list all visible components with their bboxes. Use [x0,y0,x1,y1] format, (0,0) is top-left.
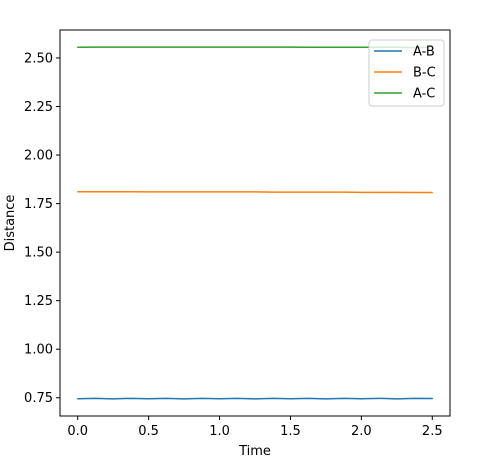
x-tick-label: 0.0 [67,424,88,439]
legend-label-a-c: A-C [413,87,435,102]
y-tick-label: 0.75 [24,391,53,406]
y-axis: 0.75 1.00 1.25 1.50 1.75 2.00 2.25 2.50 [24,51,60,406]
y-tick-label: 2.25 [24,100,53,115]
legend: A-B B-C A-C [368,39,445,107]
x-tick-label: 1.0 [209,424,230,439]
y-tick-label: 1.25 [24,294,53,309]
x-axis-title: Time [238,444,271,459]
x-tick-label: 2.0 [351,424,372,439]
y-axis-title: Distance [3,195,18,252]
y-tick-label: 1.00 [24,343,53,358]
x-tick-label: 1.5 [280,424,301,439]
series-line-b-c [76,190,434,194]
plot-frame [59,29,451,417]
x-tick-label: 2.5 [422,424,443,439]
y-tick-label: 2.00 [24,149,53,164]
series-line-a-b [76,397,434,400]
x-tick-label: 0.5 [138,424,159,439]
legend-box [368,39,445,107]
legend-label-b-c: B-C [413,66,436,81]
legend-label-a-b: A-B [413,45,435,60]
x-axis: 0.0 0.5 1.0 1.5 2.0 2.5 [67,416,443,439]
y-tick-label: 1.50 [24,246,53,261]
y-tick-label: 1.75 [24,197,53,212]
y-tick-label: 2.50 [24,51,53,66]
